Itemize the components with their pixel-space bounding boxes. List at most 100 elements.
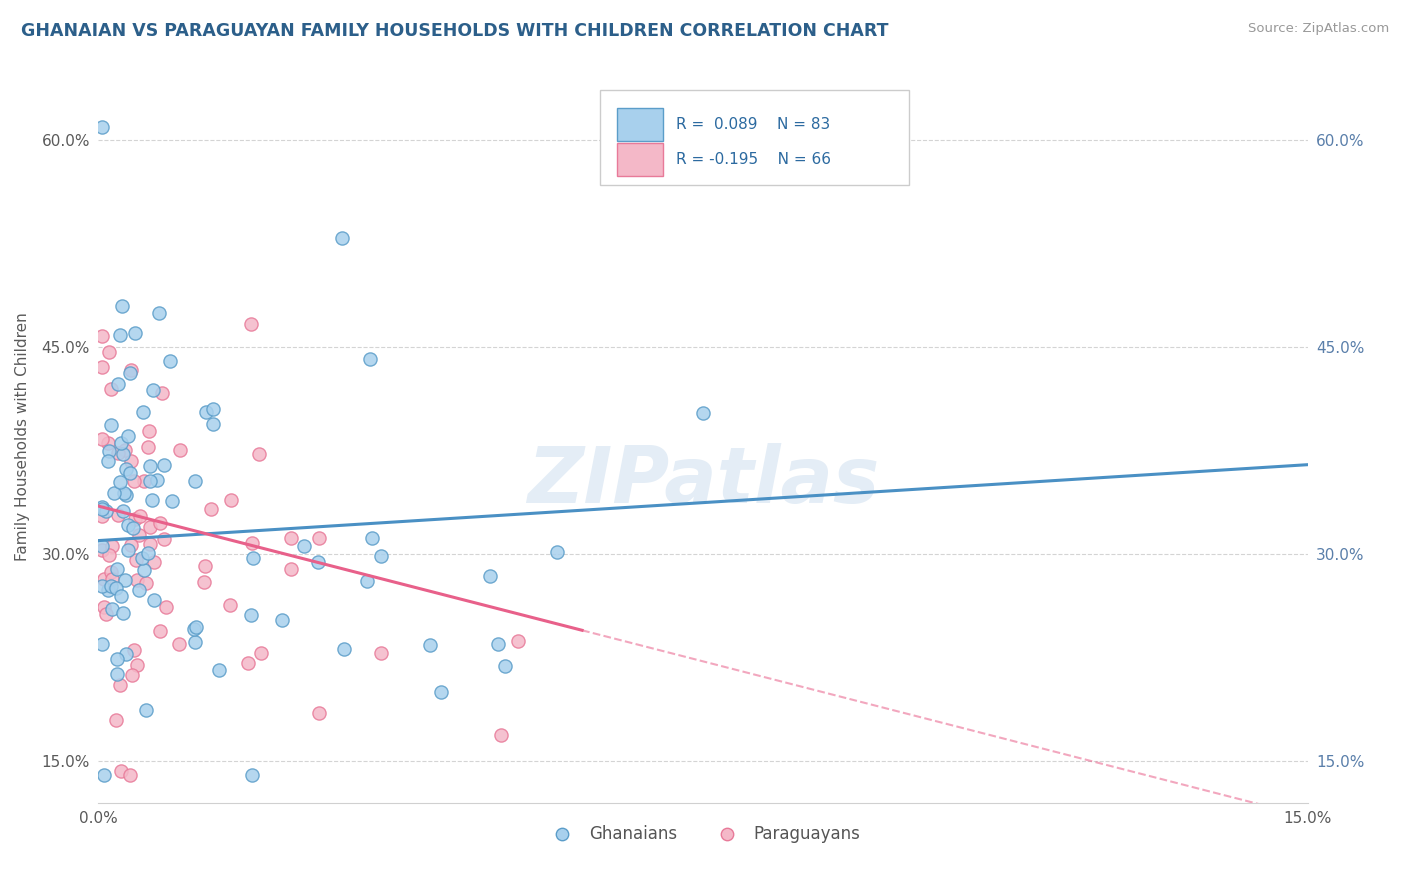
Point <box>127 573 149 587</box>
Point <box>110 589 132 603</box>
Point <box>111 504 134 518</box>
Point <box>280 562 302 576</box>
Point <box>98 443 121 458</box>
Point <box>370 549 392 563</box>
Point <box>150 385 173 400</box>
Point <box>117 518 139 533</box>
Point <box>143 592 166 607</box>
Point <box>141 492 163 507</box>
Point <box>194 559 217 574</box>
Point <box>104 581 127 595</box>
Point <box>486 637 509 651</box>
Point <box>149 624 172 639</box>
Point <box>142 383 165 397</box>
Point <box>117 543 139 558</box>
Text: R =  0.089    N = 83: R = 0.089 N = 83 <box>676 117 831 132</box>
Point <box>478 568 501 582</box>
Point <box>155 599 177 614</box>
Point <box>292 539 315 553</box>
Point <box>138 474 160 488</box>
Point <box>120 363 142 377</box>
Point <box>128 582 150 597</box>
Point <box>103 486 125 500</box>
Point <box>153 533 176 547</box>
Point <box>91 508 114 523</box>
Point <box>138 425 160 439</box>
Point <box>124 326 146 340</box>
Point <box>118 366 141 380</box>
FancyBboxPatch shape <box>600 90 908 185</box>
Bar <box>617 143 664 176</box>
Point <box>93 572 115 586</box>
Point <box>91 539 114 553</box>
Point <box>114 443 136 458</box>
Point <box>506 633 529 648</box>
Point <box>236 657 259 671</box>
Point <box>101 573 124 587</box>
Point <box>250 646 273 660</box>
Point <box>240 317 263 331</box>
Point <box>242 550 264 565</box>
Point <box>139 537 162 551</box>
Point <box>307 555 329 569</box>
Point <box>108 678 131 692</box>
Point <box>429 685 451 699</box>
Point <box>91 120 114 134</box>
Point <box>107 376 129 391</box>
Point <box>120 538 142 552</box>
Point <box>183 623 205 637</box>
Point <box>93 768 115 782</box>
Point <box>136 440 159 454</box>
Point <box>124 511 146 525</box>
Point <box>169 637 191 651</box>
Point <box>100 566 122 580</box>
Point <box>280 531 302 545</box>
Point <box>115 488 138 502</box>
Point <box>136 546 159 560</box>
Text: Source: ZipAtlas.com: Source: ZipAtlas.com <box>1249 22 1389 36</box>
Point <box>112 486 135 500</box>
Legend: Ghanaians, Paraguayans: Ghanaians, Paraguayans <box>538 818 868 849</box>
Point <box>159 353 181 368</box>
Y-axis label: Family Households with Children: Family Households with Children <box>15 313 31 561</box>
Point <box>359 351 381 366</box>
Point <box>97 548 120 562</box>
Point <box>361 531 384 545</box>
Point <box>97 454 120 468</box>
Point <box>135 576 157 591</box>
Point <box>100 579 122 593</box>
Point <box>128 528 150 542</box>
Point <box>139 520 162 534</box>
Point <box>98 344 121 359</box>
Point <box>132 404 155 418</box>
Point <box>125 657 148 672</box>
Point <box>121 668 143 682</box>
Point <box>195 405 218 419</box>
Point <box>153 458 176 472</box>
Point <box>111 299 134 313</box>
Point <box>105 561 128 575</box>
Point <box>100 418 122 433</box>
Point <box>202 402 225 417</box>
Point <box>96 503 118 517</box>
Point <box>184 620 207 634</box>
Point <box>118 768 141 782</box>
Point <box>111 606 134 620</box>
Point <box>105 667 128 681</box>
Point <box>149 516 172 530</box>
Point <box>91 579 114 593</box>
Point <box>219 598 242 612</box>
Point <box>494 658 516 673</box>
Point <box>121 521 143 535</box>
Point <box>160 493 183 508</box>
Point <box>132 474 155 488</box>
Point <box>308 531 330 545</box>
Point <box>91 501 114 516</box>
Point <box>100 539 122 553</box>
Point <box>193 574 215 589</box>
Point <box>91 432 114 446</box>
Point <box>419 638 441 652</box>
Text: GHANAIAN VS PARAGUAYAN FAMILY HOUSEHOLDS WITH CHILDREN CORRELATION CHART: GHANAIAN VS PARAGUAYAN FAMILY HOUSEHOLDS… <box>21 22 889 40</box>
Point <box>169 442 191 457</box>
Point <box>143 555 166 569</box>
